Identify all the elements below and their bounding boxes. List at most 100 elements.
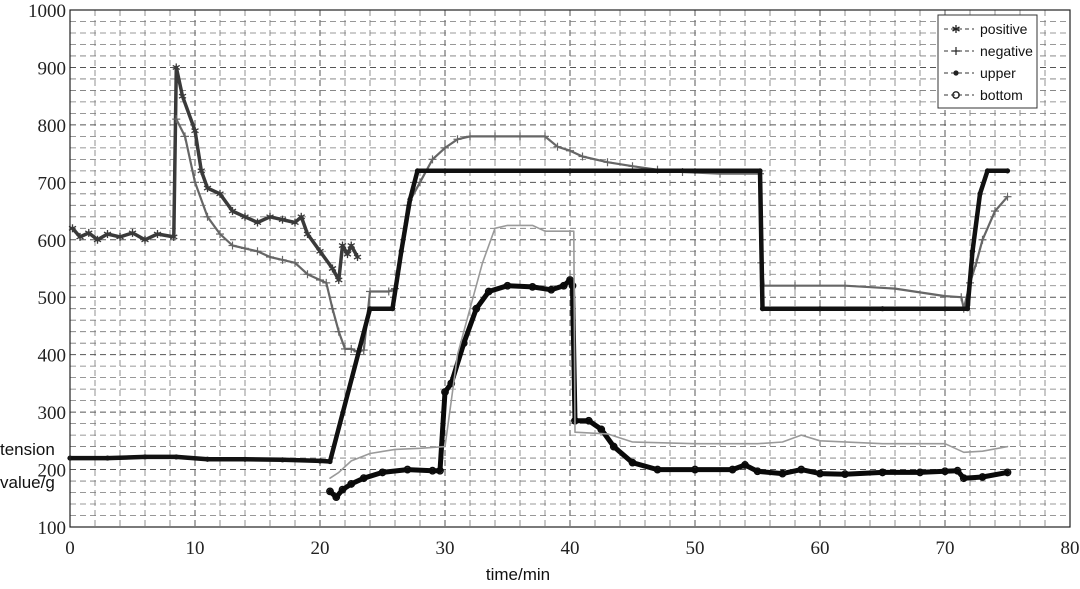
x-axis-label: time/min <box>486 565 550 584</box>
data-point-positive <box>169 232 178 241</box>
data-point-positive <box>197 166 206 175</box>
y-axis-label-line1: tension <box>0 440 55 459</box>
data-point-positive <box>84 228 93 237</box>
data-point-upper <box>142 454 148 460</box>
data-point-negative <box>278 255 287 264</box>
data-point-upper <box>757 168 763 174</box>
data-point-bottom <box>978 473 987 481</box>
data-point-negative <box>978 235 987 244</box>
data-point-upper <box>759 306 766 312</box>
legend-swatch-marker <box>952 91 960 99</box>
data-point-bottom <box>436 466 444 475</box>
data-point-bottom <box>347 480 356 488</box>
data-point-bottom <box>797 465 806 474</box>
data-point-bottom <box>441 388 449 396</box>
data-point-bottom <box>691 465 699 474</box>
data-point-negative <box>453 135 462 144</box>
data-point-upper <box>1004 168 1011 174</box>
data-point-upper <box>242 456 248 462</box>
data-point-bottom <box>753 467 762 476</box>
series-upper <box>67 168 1011 465</box>
data-point-negative <box>366 287 374 296</box>
y-tick-label: 600 <box>38 231 67 252</box>
data-point-bottom <box>503 281 512 290</box>
data-point-bottom <box>741 461 749 469</box>
data-point-negative <box>553 142 562 151</box>
data-point-upper <box>398 248 404 254</box>
data-point-upper <box>964 306 971 312</box>
x-tick-label: 0 <box>65 538 75 559</box>
data-point-negative <box>441 143 449 152</box>
data-point-bottom <box>953 466 962 475</box>
data-point-positive <box>338 241 347 250</box>
data-point-positive <box>191 126 199 135</box>
y-tick-label: 1000 <box>28 1 66 22</box>
data-point-bottom <box>628 458 637 467</box>
data-point-positive <box>297 212 306 221</box>
data-point-bottom <box>359 474 368 483</box>
data-point-upper <box>367 306 373 312</box>
data-point-upper <box>984 168 991 174</box>
data-point-bottom <box>597 425 606 434</box>
data-point-upper <box>389 306 396 312</box>
legend-item-bottom: bottom <box>944 87 1023 103</box>
data-point-upper <box>879 306 886 312</box>
series-unlabeled-4 <box>329 224 1009 479</box>
data-point-negative <box>334 327 343 336</box>
data-point-bottom <box>584 416 593 425</box>
data-point-bottom <box>653 465 662 474</box>
y-tick-label: 800 <box>38 116 67 137</box>
data-point-positive <box>76 232 84 241</box>
legend-label: upper <box>980 65 1016 81</box>
data-point-negative <box>891 284 899 293</box>
data-point-upper <box>173 454 179 460</box>
grid <box>70 10 1070 527</box>
legend-label: bottom <box>980 87 1023 103</box>
data-point-upper <box>317 458 323 464</box>
data-point-positive <box>253 218 262 227</box>
data-point-negative <box>466 132 474 141</box>
data-point-negative <box>941 292 949 301</box>
data-point-positive <box>303 230 312 239</box>
data-point-negative <box>216 230 224 239</box>
legend-item-positive: positive <box>944 21 1028 37</box>
legend-item-negative: negative <box>944 43 1033 59</box>
data-point-upper <box>692 168 698 174</box>
data-point-upper <box>279 457 286 463</box>
x-tick-label: 10 <box>186 538 205 559</box>
data-point-positive <box>334 275 343 284</box>
data-point-bottom <box>778 469 787 478</box>
data-point-bottom <box>338 485 347 494</box>
data-point-positive <box>172 63 181 72</box>
plot-background <box>70 10 1070 527</box>
data-point-negative <box>384 287 393 296</box>
legend-swatch-marker <box>953 70 959 76</box>
data-point-negative <box>957 293 966 302</box>
x-tick-label: 50 <box>686 538 705 559</box>
data-point-upper <box>977 191 983 197</box>
data-point-positive <box>241 212 249 221</box>
data-point-negative <box>991 207 999 216</box>
legend-item-upper: upper <box>944 65 1016 81</box>
data-point-positive <box>128 228 137 237</box>
data-point-positive <box>353 253 362 262</box>
data-point-upper <box>414 168 421 174</box>
data-point-bottom <box>816 469 824 478</box>
data-point-negative <box>1003 192 1012 201</box>
series-positive <box>68 63 362 284</box>
plot-frame <box>69 9 1071 528</box>
data-point-negative <box>203 212 212 221</box>
data-point-positive <box>153 230 162 239</box>
data-point-negative <box>322 278 331 287</box>
y-tick-label: 400 <box>38 346 67 367</box>
y-tick-label: 700 <box>38 173 67 194</box>
data-point-bottom <box>841 470 849 479</box>
x-tick-label: 20 <box>311 538 330 559</box>
data-point-negative <box>191 178 199 187</box>
legend-swatch-marker <box>952 25 960 33</box>
data-point-negative <box>253 247 262 256</box>
data-point-negative <box>791 281 799 290</box>
x-tick-label: 80 <box>1061 538 1080 559</box>
series-layer <box>67 63 1012 502</box>
data-point-positive <box>93 235 102 244</box>
